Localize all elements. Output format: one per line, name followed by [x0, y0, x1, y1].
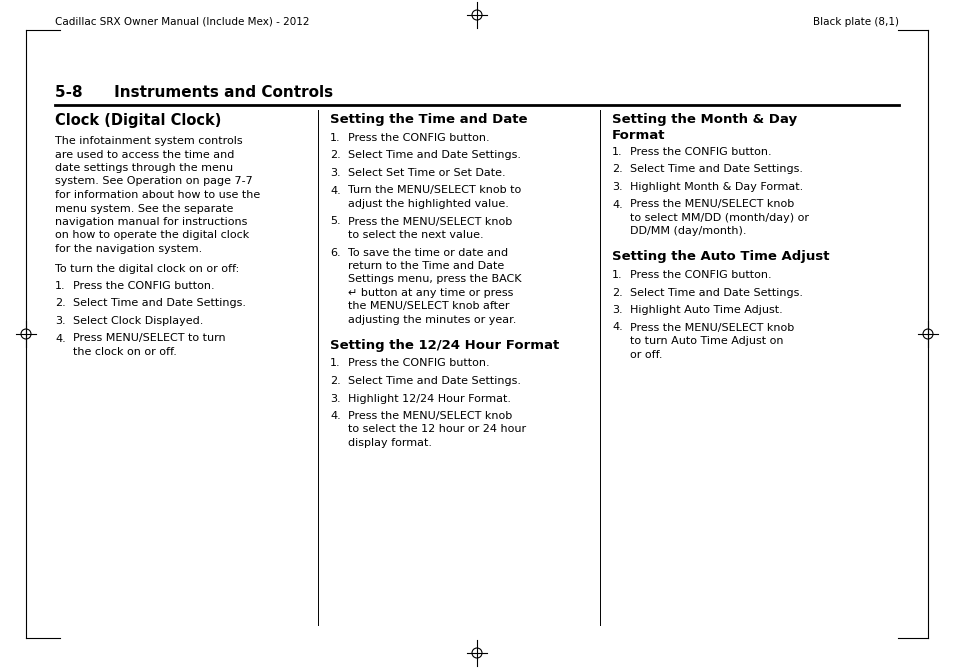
Text: Highlight Auto Time Adjust.: Highlight Auto Time Adjust.: [629, 305, 781, 315]
Text: for information about how to use the: for information about how to use the: [55, 190, 260, 200]
Text: Press the MENU/SELECT knob: Press the MENU/SELECT knob: [348, 411, 512, 421]
Text: 1.: 1.: [612, 147, 622, 157]
Text: 2.: 2.: [612, 287, 622, 297]
Text: Setting the Auto Time Adjust: Setting the Auto Time Adjust: [612, 250, 828, 263]
Text: adjust the highlighted value.: adjust the highlighted value.: [348, 199, 508, 209]
Text: the MENU/SELECT knob after: the MENU/SELECT knob after: [348, 301, 509, 311]
Text: Select Set Time or Set Date.: Select Set Time or Set Date.: [348, 168, 505, 178]
Text: 2.: 2.: [612, 164, 622, 174]
Text: 3.: 3.: [330, 393, 340, 403]
Text: 1.: 1.: [55, 281, 66, 291]
Text: 4.: 4.: [612, 200, 622, 210]
Text: 4.: 4.: [612, 323, 622, 333]
Text: Press the MENU/SELECT knob: Press the MENU/SELECT knob: [348, 216, 512, 226]
Text: ↵ button at any time or press: ↵ button at any time or press: [348, 288, 513, 298]
Text: system. See Operation on page 7-7: system. See Operation on page 7-7: [55, 176, 253, 186]
Text: Cadillac SRX Owner Manual (Include Mex) - 2012: Cadillac SRX Owner Manual (Include Mex) …: [55, 17, 309, 27]
Text: 4.: 4.: [330, 186, 340, 196]
Text: Black plate (8,1): Black plate (8,1): [812, 17, 898, 27]
Text: to turn Auto Time Adjust on: to turn Auto Time Adjust on: [629, 336, 782, 346]
Text: to select the next value.: to select the next value.: [348, 230, 483, 240]
Text: Format: Format: [612, 129, 665, 142]
Text: to select MM/DD (month/day) or: to select MM/DD (month/day) or: [629, 213, 808, 223]
Text: 3.: 3.: [55, 316, 66, 326]
Text: Select Time and Date Settings.: Select Time and Date Settings.: [73, 299, 246, 309]
Text: Settings menu, press the BACK: Settings menu, press the BACK: [348, 275, 521, 285]
Text: date settings through the menu: date settings through the menu: [55, 163, 233, 173]
Text: To turn the digital clock on or off:: To turn the digital clock on or off:: [55, 263, 239, 273]
Text: Turn the MENU/SELECT knob to: Turn the MENU/SELECT knob to: [348, 186, 520, 196]
Text: Press the MENU/SELECT knob: Press the MENU/SELECT knob: [629, 200, 794, 210]
Text: 2.: 2.: [330, 150, 340, 160]
Text: 2.: 2.: [330, 376, 340, 386]
Text: DD/MM (day/month).: DD/MM (day/month).: [629, 226, 745, 236]
Text: 4.: 4.: [330, 411, 340, 421]
Text: 3.: 3.: [330, 168, 340, 178]
Text: Press the CONFIG button.: Press the CONFIG button.: [348, 359, 489, 369]
Text: for the navigation system.: for the navigation system.: [55, 244, 202, 254]
Text: menu system. See the separate: menu system. See the separate: [55, 204, 233, 214]
Text: the clock on or off.: the clock on or off.: [73, 347, 176, 357]
Text: Select Time and Date Settings.: Select Time and Date Settings.: [348, 150, 520, 160]
Text: to select the 12 hour or 24 hour: to select the 12 hour or 24 hour: [348, 424, 525, 434]
Text: 3.: 3.: [612, 305, 622, 315]
Text: Clock (Digital Clock): Clock (Digital Clock): [55, 113, 221, 128]
Text: Press the CONFIG button.: Press the CONFIG button.: [629, 147, 771, 157]
Text: navigation manual for instructions: navigation manual for instructions: [55, 217, 247, 227]
Text: 2.: 2.: [55, 299, 66, 309]
Text: The infotainment system controls: The infotainment system controls: [55, 136, 242, 146]
Text: Select Time and Date Settings.: Select Time and Date Settings.: [629, 164, 802, 174]
Text: Select Clock Displayed.: Select Clock Displayed.: [73, 316, 203, 326]
Text: Setting the Time and Date: Setting the Time and Date: [330, 113, 527, 126]
Text: are used to access the time and: are used to access the time and: [55, 150, 234, 160]
Text: Select Time and Date Settings.: Select Time and Date Settings.: [348, 376, 520, 386]
Text: Press the CONFIG button.: Press the CONFIG button.: [73, 281, 214, 291]
Text: 5.: 5.: [330, 216, 340, 226]
Text: 5-8      Instruments and Controls: 5-8 Instruments and Controls: [55, 85, 333, 100]
Text: 1.: 1.: [612, 270, 622, 280]
Text: or off.: or off.: [629, 349, 661, 359]
Text: return to the Time and Date: return to the Time and Date: [348, 261, 504, 271]
Text: Press the CONFIG button.: Press the CONFIG button.: [348, 133, 489, 143]
Text: Press the CONFIG button.: Press the CONFIG button.: [629, 270, 771, 280]
Text: adjusting the minutes or year.: adjusting the minutes or year.: [348, 315, 516, 325]
Text: on how to operate the digital clock: on how to operate the digital clock: [55, 230, 249, 240]
Text: To save the time or date and: To save the time or date and: [348, 248, 508, 257]
Text: 6.: 6.: [330, 248, 340, 257]
Text: 3.: 3.: [612, 182, 622, 192]
Text: Setting the 12/24 Hour Format: Setting the 12/24 Hour Format: [330, 339, 558, 351]
Text: 1.: 1.: [330, 133, 340, 143]
Text: display format.: display format.: [348, 438, 432, 448]
Text: Highlight Month & Day Format.: Highlight Month & Day Format.: [629, 182, 802, 192]
Text: Setting the Month & Day: Setting the Month & Day: [612, 113, 797, 126]
Text: Highlight 12/24 Hour Format.: Highlight 12/24 Hour Format.: [348, 393, 511, 403]
Text: Press the MENU/SELECT knob: Press the MENU/SELECT knob: [629, 323, 794, 333]
Text: 4.: 4.: [55, 333, 66, 343]
Text: Select Time and Date Settings.: Select Time and Date Settings.: [629, 287, 802, 297]
Text: Press MENU/SELECT to turn: Press MENU/SELECT to turn: [73, 333, 226, 343]
Text: 1.: 1.: [330, 359, 340, 369]
